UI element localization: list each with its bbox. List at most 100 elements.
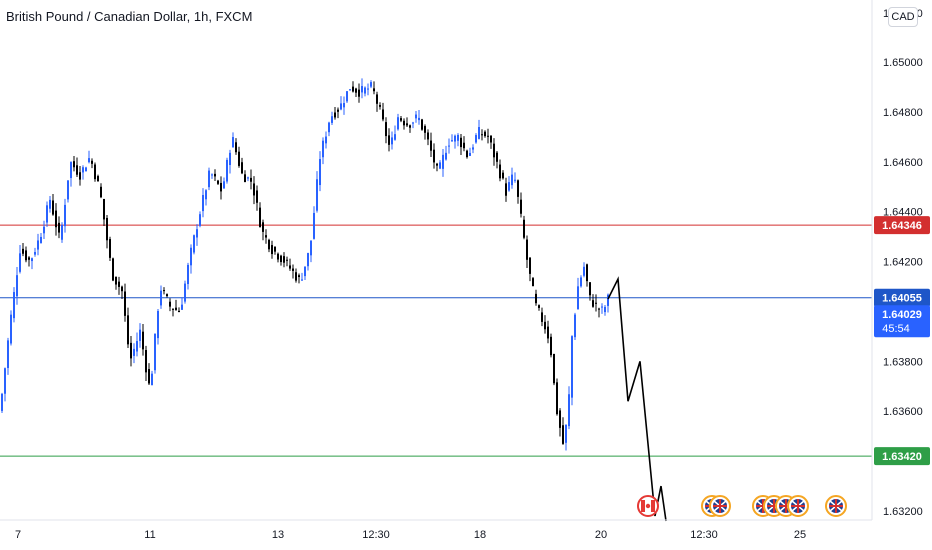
candle-body bbox=[217, 180, 219, 184]
time-tick-label: 12:30 bbox=[690, 529, 718, 541]
bar-countdown: 45:54 bbox=[882, 323, 910, 335]
candle-body bbox=[496, 152, 498, 162]
candle-body bbox=[562, 425, 564, 444]
candle-body bbox=[187, 264, 189, 285]
candle-body bbox=[274, 246, 276, 252]
candle-body bbox=[490, 135, 492, 143]
price-tick-label: 1.63200 bbox=[883, 506, 923, 518]
candle-body bbox=[31, 258, 33, 262]
candle-body bbox=[343, 103, 345, 108]
candle-body bbox=[121, 286, 123, 292]
candle-body bbox=[166, 294, 168, 297]
candle-body bbox=[442, 154, 444, 169]
uk-flag-icon[interactable] bbox=[787, 495, 809, 517]
candle-body bbox=[97, 176, 99, 182]
candle-body bbox=[346, 91, 348, 102]
flag-band bbox=[641, 500, 645, 512]
candle-body bbox=[445, 152, 447, 160]
candle-body bbox=[292, 268, 294, 271]
price-tick-label: 1.64600 bbox=[883, 157, 923, 169]
projection-line bbox=[607, 276, 667, 522]
candle-body bbox=[430, 140, 432, 151]
price-tick-label: 1.64200 bbox=[883, 257, 923, 269]
candle-body bbox=[184, 283, 186, 302]
candle-body bbox=[415, 114, 417, 119]
candle-body bbox=[283, 256, 285, 263]
price-tick-label: 1.64400 bbox=[883, 207, 923, 219]
candle-body bbox=[142, 331, 144, 350]
candle-body bbox=[331, 116, 333, 123]
candle-body bbox=[247, 177, 249, 179]
candle-body bbox=[34, 252, 36, 255]
candle-body bbox=[376, 94, 378, 104]
candle-body bbox=[589, 282, 591, 296]
candle-body bbox=[583, 266, 585, 276]
price-tick-label: 1.63800 bbox=[883, 356, 923, 368]
candle-body bbox=[319, 159, 321, 186]
candle-body bbox=[43, 226, 45, 234]
candle-body bbox=[277, 253, 279, 260]
candle-body bbox=[523, 219, 525, 238]
candle-body bbox=[601, 306, 603, 308]
candle-body bbox=[400, 118, 402, 121]
candle-body bbox=[604, 306, 606, 313]
candle-body bbox=[202, 194, 204, 212]
candle-body bbox=[313, 212, 315, 239]
time-tick-label: 18 bbox=[474, 529, 486, 541]
candle-body bbox=[94, 164, 96, 180]
time-tick-label: 11 bbox=[144, 529, 155, 541]
candle-body bbox=[499, 164, 501, 179]
candle-body bbox=[208, 170, 210, 188]
candle-body bbox=[340, 103, 342, 110]
support-price-tag-background bbox=[874, 447, 930, 466]
candle-body bbox=[517, 180, 519, 197]
candle-body bbox=[190, 247, 192, 266]
candle-body bbox=[598, 308, 600, 310]
time-tick-label: 7 bbox=[15, 529, 21, 541]
candle-body bbox=[595, 302, 597, 304]
candle-body bbox=[550, 336, 552, 356]
candle-body bbox=[493, 143, 495, 158]
uk-flag-icon[interactable] bbox=[825, 495, 847, 517]
candle-body bbox=[373, 88, 375, 92]
uk-flag-icon[interactable] bbox=[709, 495, 731, 517]
currency-button[interactable]: CAD bbox=[888, 7, 918, 27]
candle-body bbox=[61, 225, 63, 240]
candle-body bbox=[265, 235, 267, 238]
candle-body bbox=[478, 127, 480, 139]
candle-body bbox=[301, 279, 303, 281]
time-tick-label: 12:30 bbox=[362, 529, 390, 541]
candle-body bbox=[337, 109, 339, 112]
candle-body bbox=[334, 112, 336, 118]
candle-body bbox=[448, 145, 450, 147]
candle-body bbox=[16, 275, 18, 297]
candle-body bbox=[361, 86, 363, 93]
candle-body bbox=[379, 105, 381, 107]
candle-body bbox=[304, 266, 306, 277]
price-bars bbox=[1, 78, 609, 451]
candle-body bbox=[466, 150, 468, 158]
candle-body bbox=[241, 162, 243, 174]
candle-body bbox=[262, 222, 264, 232]
candle-body bbox=[271, 245, 273, 255]
candle-body bbox=[505, 183, 507, 196]
candle-body bbox=[502, 172, 504, 179]
candle-body bbox=[592, 300, 594, 307]
candle-body bbox=[394, 134, 396, 140]
candle-body bbox=[451, 140, 453, 142]
candle-body bbox=[322, 140, 324, 158]
candle-body bbox=[199, 214, 201, 226]
candle-body bbox=[310, 240, 312, 256]
time-axis[interactable]: 7 11 13 12:30 18 20 12:30 25 bbox=[15, 529, 806, 541]
pivot-price-tag-background bbox=[874, 288, 930, 307]
candle-body bbox=[4, 368, 6, 394]
candle-body bbox=[214, 173, 216, 177]
candle-body bbox=[520, 199, 522, 214]
canada-flag-icon[interactable] bbox=[637, 495, 659, 517]
candle-body bbox=[403, 120, 405, 126]
candle-body bbox=[487, 135, 489, 137]
candle-body bbox=[385, 122, 387, 137]
candle-body bbox=[223, 181, 225, 189]
candle-body bbox=[454, 135, 456, 142]
